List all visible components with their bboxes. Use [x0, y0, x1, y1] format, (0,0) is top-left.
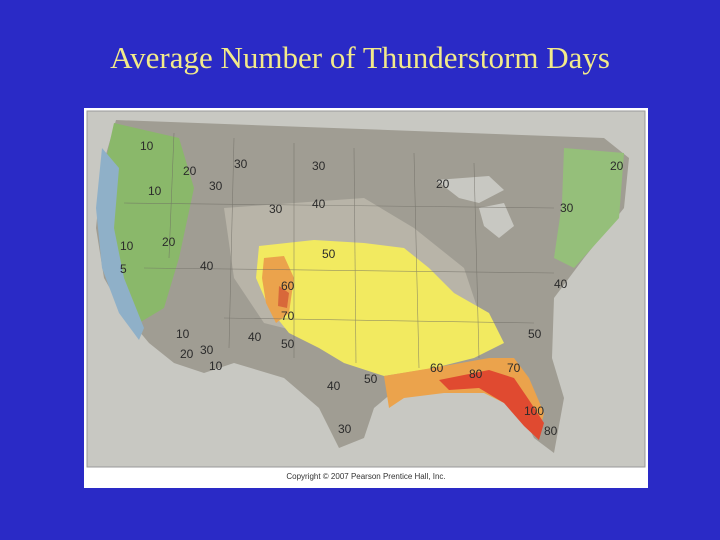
map-label: 50 — [281, 337, 295, 351]
map-label: 5 — [120, 262, 127, 276]
map-frame: 10 20 10 30 30 20 10 5 30 40 30 20 50 40… — [84, 108, 648, 488]
map-label: 70 — [507, 361, 521, 375]
green-zone — [104, 123, 194, 323]
state-boundaries — [123, 132, 555, 369]
map-label: 40 — [200, 259, 214, 273]
map-label: 10 — [209, 359, 223, 373]
slide-title: Average Number of Thunderstorm Days — [110, 40, 610, 75]
map-label: 50 — [322, 247, 336, 261]
map-label: 10 — [140, 139, 154, 153]
yellow-zone — [256, 240, 504, 376]
map-label: 30 — [338, 422, 352, 436]
map-label: 20 — [183, 164, 197, 178]
map-labels: 10 20 10 30 30 20 10 5 30 40 30 20 50 40… — [120, 139, 624, 438]
great-lakes — [436, 176, 504, 203]
map-label: 40 — [248, 330, 262, 344]
map-label: 60 — [281, 279, 295, 293]
map-label: 30 — [312, 159, 326, 173]
map-label: 50 — [528, 327, 542, 341]
map-label: 20 — [162, 235, 176, 249]
map-label: 30 — [269, 202, 283, 216]
map-label: 40 — [554, 277, 568, 291]
map-label: 70 — [281, 309, 295, 323]
map-label: 20 — [180, 347, 194, 361]
map-label: 60 — [430, 361, 444, 375]
thunderstorm-map: 10 20 10 30 30 20 10 5 30 40 30 20 50 40… — [86, 110, 646, 468]
lake-michigan — [479, 203, 514, 238]
map-label: 10 — [120, 239, 134, 253]
map-label: 30 — [234, 157, 248, 171]
map-label: 30 — [200, 343, 214, 357]
map-label: 80 — [544, 424, 558, 438]
map-label: 100 — [524, 404, 544, 418]
map-label: 10 — [148, 184, 162, 198]
map-label: 20 — [610, 159, 624, 173]
map-label: 30 — [209, 179, 223, 193]
northeast-green-zone — [554, 148, 624, 268]
rocky-red-zone — [278, 286, 289, 308]
map-label: 30 — [560, 201, 574, 215]
map-label: 50 — [364, 372, 378, 386]
map-label: 40 — [312, 197, 326, 211]
map-label: 40 — [327, 379, 341, 393]
coastal-blue-zone — [96, 148, 144, 340]
map-label: 10 — [176, 327, 190, 341]
copyright-credit: Copyright © 2007 Pearson Prentice Hall, … — [286, 472, 446, 481]
map-label: 80 — [469, 367, 483, 381]
red-zone — [439, 370, 544, 440]
map-label: 20 — [436, 177, 450, 191]
